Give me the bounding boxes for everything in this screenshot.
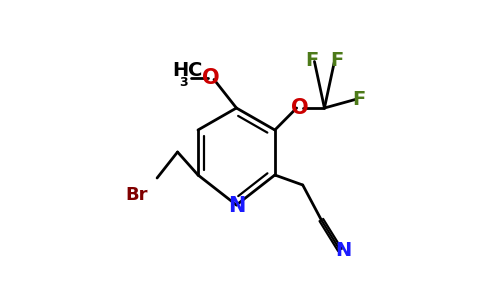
Text: H: H (172, 61, 188, 80)
Text: Br: Br (125, 186, 148, 204)
Text: F: F (330, 50, 344, 70)
Text: N: N (335, 242, 352, 260)
Text: F: F (352, 91, 365, 110)
Text: O: O (202, 68, 220, 88)
Text: O: O (291, 98, 308, 118)
Text: N: N (228, 196, 245, 216)
Text: 3: 3 (180, 76, 188, 89)
Text: F: F (305, 50, 318, 70)
Text: C: C (188, 61, 202, 80)
